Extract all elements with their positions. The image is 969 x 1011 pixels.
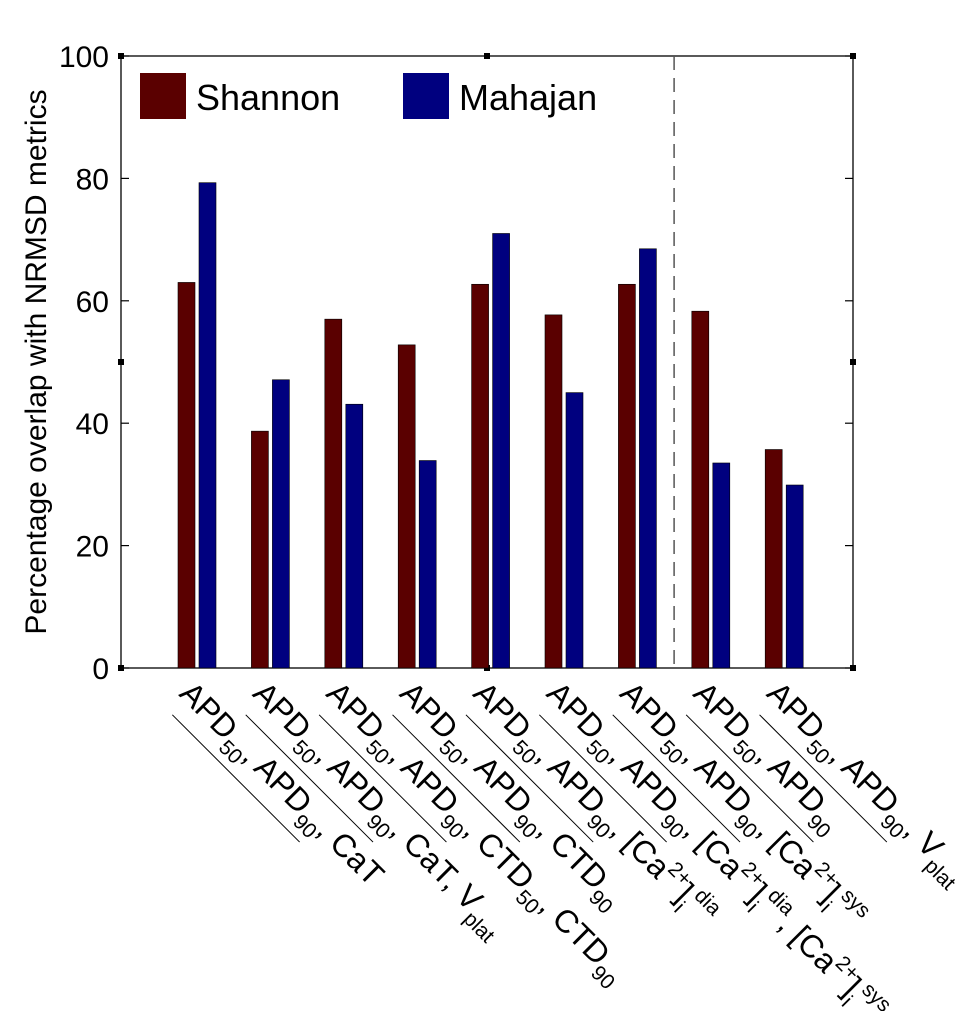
y-tick-label: 100 xyxy=(59,41,109,74)
bar-shannon xyxy=(691,310,710,669)
label-guide-line xyxy=(245,714,374,843)
bar-mahajan xyxy=(198,182,217,669)
y-tick-label: 40 xyxy=(76,408,109,441)
bar-mahajan xyxy=(418,460,437,669)
legend: Shannon Mahajan xyxy=(140,73,597,119)
bar-mahajan xyxy=(345,403,364,669)
label-guide-line xyxy=(685,714,814,843)
axis-marker xyxy=(118,359,124,365)
y-axis: 0 20 40 60 80 100 xyxy=(59,41,853,686)
bar-shannon xyxy=(251,430,269,669)
y-axis-label: Percentage overlap with NRMSD metrics xyxy=(20,89,53,634)
bar-mahajan xyxy=(712,462,731,669)
bar-shannon xyxy=(471,283,489,669)
axis-marker xyxy=(850,359,856,365)
bar-mahajan xyxy=(272,379,290,669)
bar-shannon xyxy=(177,282,196,669)
label-guide-line xyxy=(465,714,594,843)
y-tick-label: 20 xyxy=(76,531,109,564)
bar-mahajan xyxy=(639,248,657,669)
legend-swatch-mahajan xyxy=(403,73,449,119)
legend-swatch-shannon xyxy=(140,73,186,119)
y-tick-label: 0 xyxy=(92,653,109,686)
bar-shannon xyxy=(618,283,636,669)
label-guide-line xyxy=(612,714,741,843)
bar-shannon xyxy=(764,449,783,669)
bar-mahajan xyxy=(565,392,584,669)
y-tick-label: 60 xyxy=(76,286,109,319)
axis-marker xyxy=(484,53,490,59)
label-guide-line xyxy=(392,714,521,843)
bar-shannon xyxy=(397,344,416,669)
label-guide-line xyxy=(318,714,447,843)
bar-shannon xyxy=(544,314,563,669)
label-guide-line xyxy=(538,714,667,843)
bar-shannon xyxy=(324,318,343,669)
legend-label-shannon: Shannon xyxy=(196,77,340,118)
label-guide-line xyxy=(759,714,888,843)
legend-label-mahajan: Mahajan xyxy=(459,77,597,118)
bar-mahajan xyxy=(785,484,804,669)
bars-group xyxy=(177,182,804,669)
y-tick-label: 80 xyxy=(76,163,109,196)
bar-mahajan xyxy=(492,233,510,669)
label-guide-line xyxy=(171,714,300,843)
